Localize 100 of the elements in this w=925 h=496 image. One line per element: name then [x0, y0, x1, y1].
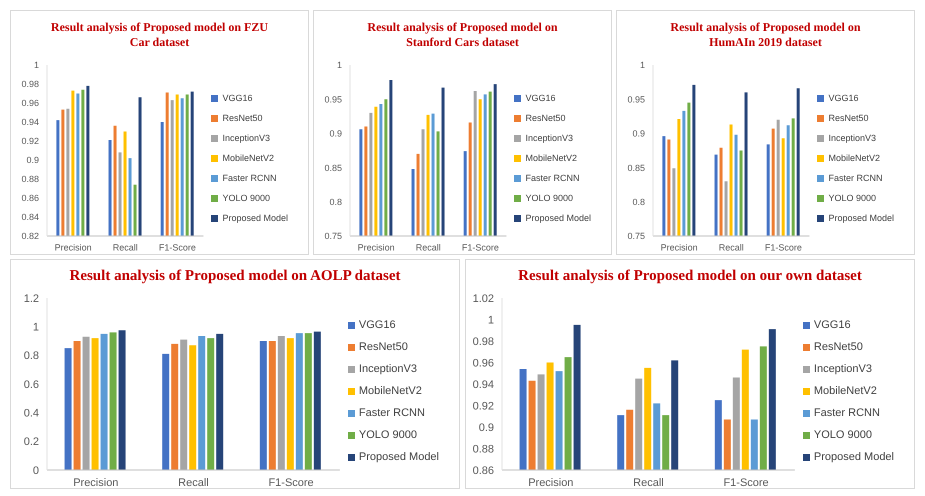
legend-label: ResNet50 — [525, 112, 566, 122]
x-tick-label: F1-Score — [462, 242, 499, 252]
y-tick-label: 0.96 — [21, 98, 39, 108]
chart-title: Result analysis of Proposed model on Stanford Cars dataset — [366, 19, 559, 51]
bar — [118, 330, 126, 470]
legend-label: MobileNetV2 — [525, 152, 577, 162]
legend-label: YOLO 9000 — [814, 429, 872, 441]
x-tick-label: F1-Score — [268, 476, 314, 489]
bar — [162, 354, 170, 470]
y-tick-label: 0.85 — [324, 162, 342, 173]
y-tick-label: 0 — [32, 464, 39, 477]
y-tick-label: 0.85 — [627, 162, 645, 173]
x-tick-label: Recall — [112, 242, 138, 252]
y-tick-label: 0.88 — [21, 174, 39, 184]
y-tick-label: 0.8 — [632, 196, 645, 207]
bar — [74, 341, 81, 470]
chart-title: Result analysis of Proposed model on FZU Car dataset — [50, 19, 270, 51]
x-tick-label: Precision — [73, 476, 118, 489]
legend-label: MobileNetV2 — [814, 385, 877, 397]
y-tick-label: 0.95 — [627, 94, 645, 104]
legend-label: VGG16 — [358, 319, 396, 331]
y-tick-label: 1 — [488, 314, 494, 326]
y-tick-label: 0.95 — [324, 94, 342, 104]
chart-title: Result analysis of Proposed model on AOLP dataset — [68, 266, 402, 286]
bar — [64, 348, 72, 470]
legend-label: ResNet50 — [358, 341, 408, 353]
y-tick-label: 1.02 — [472, 292, 494, 305]
legend-label: VGG16 — [525, 92, 556, 102]
y-tick-label: 0.96 — [472, 357, 494, 370]
x-tick-label: Precision — [54, 242, 92, 252]
y-tick-label: 0.82 — [21, 231, 39, 242]
bar — [286, 338, 294, 470]
y-tick-label: 1.2 — [24, 292, 39, 305]
legend-label: ResNet50 — [222, 112, 262, 122]
y-tick-label: 0.84 — [21, 212, 39, 222]
legend-label: InceptionV3 — [814, 363, 872, 375]
legend-label: Proposed Model — [358, 451, 439, 463]
legend-label: Faster RCNN — [814, 407, 880, 419]
y-tick-label: 0.8 — [24, 350, 39, 362]
y-tick-label: 0.75 — [324, 231, 342, 242]
legend-label: Faster RCNN — [358, 407, 425, 419]
bar — [296, 333, 303, 470]
legend-label: MobileNetV2 — [828, 152, 880, 162]
y-tick-label: 0.9 — [329, 128, 342, 139]
y-tick-label: 0.9 — [632, 128, 645, 139]
x-tick-label: F1-Score — [764, 242, 802, 252]
legend-label: InceptionV3 — [828, 132, 876, 142]
legend-label: ResNet50 — [814, 341, 863, 353]
bar — [260, 341, 267, 470]
y-tick-label: 1 — [640, 60, 645, 70]
bar — [207, 338, 214, 470]
legend-label: InceptionV3 — [358, 363, 417, 375]
legend-label: Faster RCNN — [828, 172, 882, 182]
y-tick-label: 0.86 — [21, 193, 39, 204]
y-tick-label: 0.8 — [329, 196, 342, 207]
y-tick-label: 1 — [34, 60, 39, 70]
legend-label: Proposed Model — [814, 451, 894, 463]
legend-label: YOLO 9000 — [828, 192, 876, 202]
bar — [304, 333, 312, 470]
y-tick-label: 0.2 — [24, 436, 39, 448]
chart-title: Result analysis of Proposed model on HumAIn 2019 dataset — [669, 19, 862, 51]
y-tick-label: 0.75 — [627, 231, 645, 242]
y-tick-label: 0.94 — [472, 378, 494, 391]
bar — [92, 338, 99, 470]
y-tick-label: 0.86 — [472, 464, 494, 477]
legend-label: Proposed Model — [222, 212, 288, 222]
bar — [82, 336, 90, 470]
bar — [268, 341, 276, 470]
bar — [189, 345, 196, 470]
legend-label: InceptionV3 — [525, 132, 573, 142]
y-tick-label: 0.92 — [21, 136, 39, 146]
x-tick-label: Recall — [633, 476, 664, 489]
y-tick-label: 1 — [32, 322, 39, 334]
chart-title: Result analysis of Proposed model on our own dataset — [517, 266, 863, 286]
x-tick-label: Recall — [416, 242, 441, 252]
legend-label: Faster RCNN — [525, 172, 580, 182]
legend-label: Proposed Model — [828, 212, 894, 222]
x-tick-label: Precision — [528, 476, 574, 489]
y-tick-label: 0.98 — [21, 79, 39, 90]
legend-label: YOLO 9000 — [358, 429, 417, 441]
bar — [314, 332, 321, 470]
x-tick-label: Precision — [660, 242, 698, 252]
y-tick-label: 0.98 — [472, 336, 494, 348]
y-tick-label: 0.88 — [472, 443, 494, 456]
legend-label: MobileNetV2 — [358, 385, 422, 397]
y-tick-label: 0.94 — [21, 117, 39, 128]
legend-label: Faster RCNN — [222, 172, 276, 182]
legend-label: InceptionV3 — [222, 132, 270, 142]
x-tick-label: Recall — [178, 476, 209, 489]
y-tick-label: 0.9 — [26, 155, 39, 166]
legend-label: ResNet50 — [828, 112, 868, 122]
y-tick-label: 1 — [336, 60, 342, 70]
bar — [180, 340, 188, 470]
legend-label: VGG16 — [828, 92, 858, 102]
legend-label: MobileNetV2 — [222, 152, 274, 162]
bar — [198, 336, 206, 470]
x-tick-label: F1-Score — [158, 242, 196, 252]
legend-label: YOLO 9000 — [525, 192, 573, 202]
y-tick-label: 0.4 — [24, 408, 39, 420]
bar — [171, 344, 178, 470]
